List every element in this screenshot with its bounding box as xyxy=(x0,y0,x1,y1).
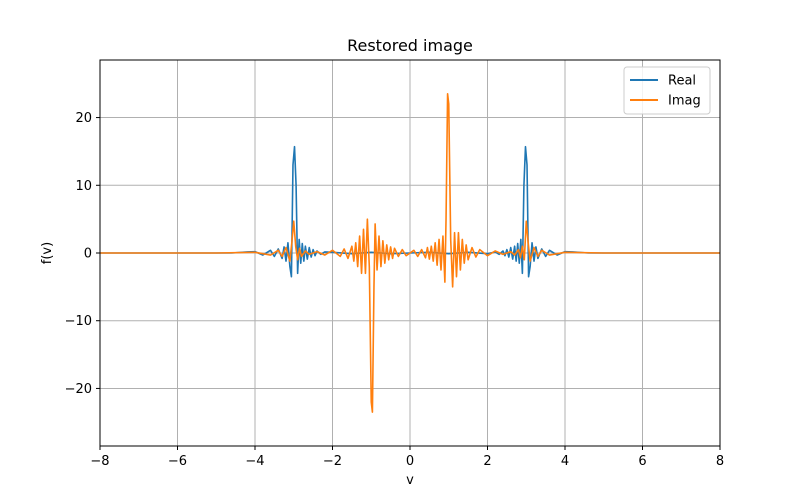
chart-title: Restored image xyxy=(347,36,473,55)
legend: Real Imag xyxy=(623,66,711,115)
x-tick-label: 0 xyxy=(406,454,414,469)
y-tick-label: 0 xyxy=(84,247,92,262)
legend-label-real: Real xyxy=(668,74,696,89)
legend-label-imag: Imag xyxy=(668,94,701,109)
x-tick-label: −6 xyxy=(168,454,187,469)
y-axis-label: f(v) xyxy=(40,242,55,264)
y-tick-label: −10 xyxy=(65,314,92,329)
x-tick-label: 2 xyxy=(483,454,491,469)
x-tick-label: −2 xyxy=(323,454,342,469)
x-tick-label: 8 xyxy=(716,454,724,469)
x-tick-label: −8 xyxy=(90,454,109,469)
y-tick-label: 20 xyxy=(75,111,92,126)
x-tick-label: 4 xyxy=(561,454,569,469)
x-tick-label: 6 xyxy=(638,454,646,469)
y-tick-label: −20 xyxy=(65,382,92,397)
legend-box xyxy=(623,66,711,115)
series-layer xyxy=(100,93,720,413)
y-tick-label: 10 xyxy=(75,179,92,194)
series-line-imag xyxy=(100,93,720,413)
x-tick-label: −4 xyxy=(245,454,264,469)
x-axis-label: v xyxy=(406,473,414,488)
